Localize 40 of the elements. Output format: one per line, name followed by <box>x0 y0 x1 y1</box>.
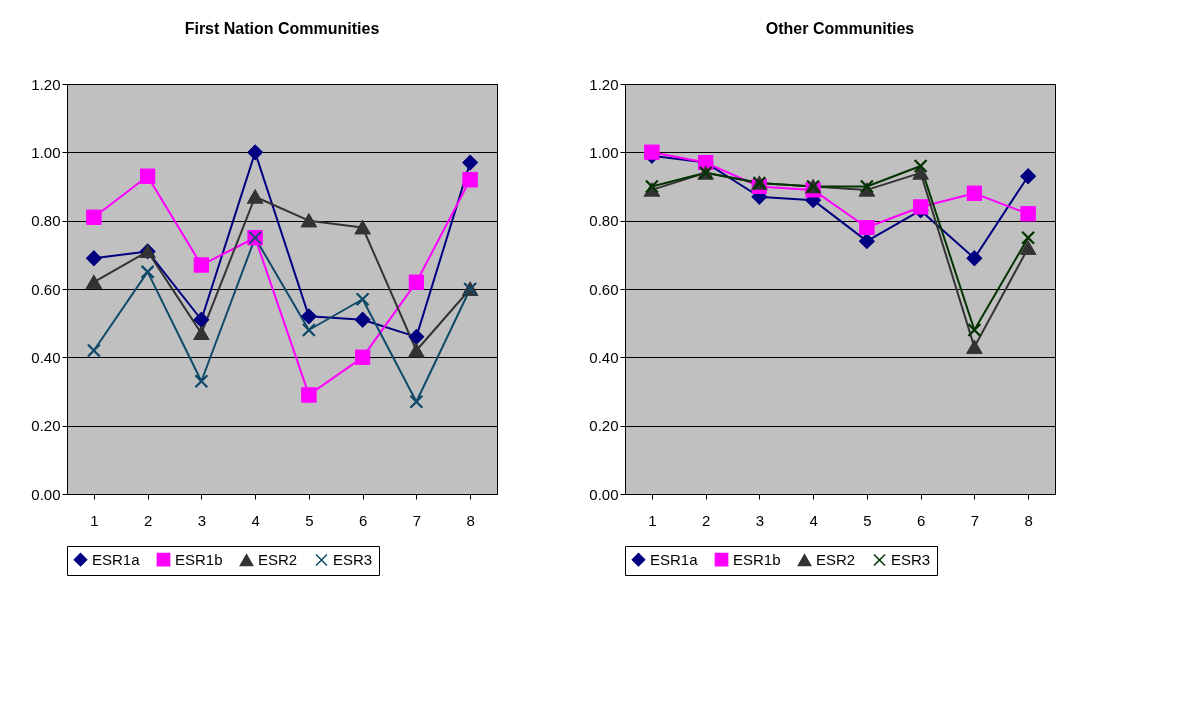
x-tick-label: 7 <box>970 511 980 529</box>
legend-label: ESR2 <box>258 551 298 569</box>
y-tick-label: 0.20 <box>589 417 619 435</box>
x-tick-label: 1 <box>90 511 99 529</box>
x-tick-label: 4 <box>251 511 260 529</box>
legend-label: ESR3 <box>891 550 931 568</box>
y-tick-label: 1.00 <box>589 143 619 161</box>
legend-label: ESR1b <box>175 550 223 568</box>
y-tick-label: 0.40 <box>31 348 61 366</box>
legend-label: ESR1b <box>733 550 781 568</box>
x-tick-label: 8 <box>466 511 475 529</box>
x-tick-label: 6 <box>916 511 926 529</box>
y-tick-label: 0.80 <box>31 212 61 230</box>
y-tick-label: 1.20 <box>589 75 619 93</box>
legend-label: ESR1a <box>92 550 141 568</box>
x-tick-label: 8 <box>1024 511 1033 529</box>
y-tick-label: 0.80 <box>589 212 619 230</box>
y-tick-label: 0.20 <box>31 417 61 435</box>
x-tick-label: 5 <box>305 511 314 529</box>
y-tick-label: 0.00 <box>31 485 61 503</box>
legend-label: ESR3 <box>333 550 373 568</box>
x-tick-label: 2 <box>143 511 153 529</box>
x-tick-label: 4 <box>809 511 818 529</box>
x-tick-label: 5 <box>863 511 872 529</box>
y-tick-label: 0.60 <box>589 280 619 298</box>
x-tick-label: 2 <box>701 511 711 529</box>
y-tick-label: 1.00 <box>31 143 61 161</box>
legend-label: ESR2 <box>816 551 856 569</box>
y-tick-label: 0.00 <box>589 485 619 503</box>
y-tick-label: 1.20 <box>31 75 61 93</box>
chart-title: First Nation Communities <box>184 20 380 37</box>
x-tick-label: 3 <box>755 511 765 529</box>
x-tick-label: 6 <box>358 511 368 529</box>
y-tick-label: 0.60 <box>31 280 61 298</box>
x-tick-label: 1 <box>648 511 657 529</box>
chart-title: Other Communities <box>765 20 915 37</box>
x-tick-label: 3 <box>197 511 207 529</box>
x-tick-label: 7 <box>412 511 422 529</box>
y-tick-label: 0.40 <box>589 348 619 366</box>
legend-label: ESR1a <box>650 550 699 568</box>
